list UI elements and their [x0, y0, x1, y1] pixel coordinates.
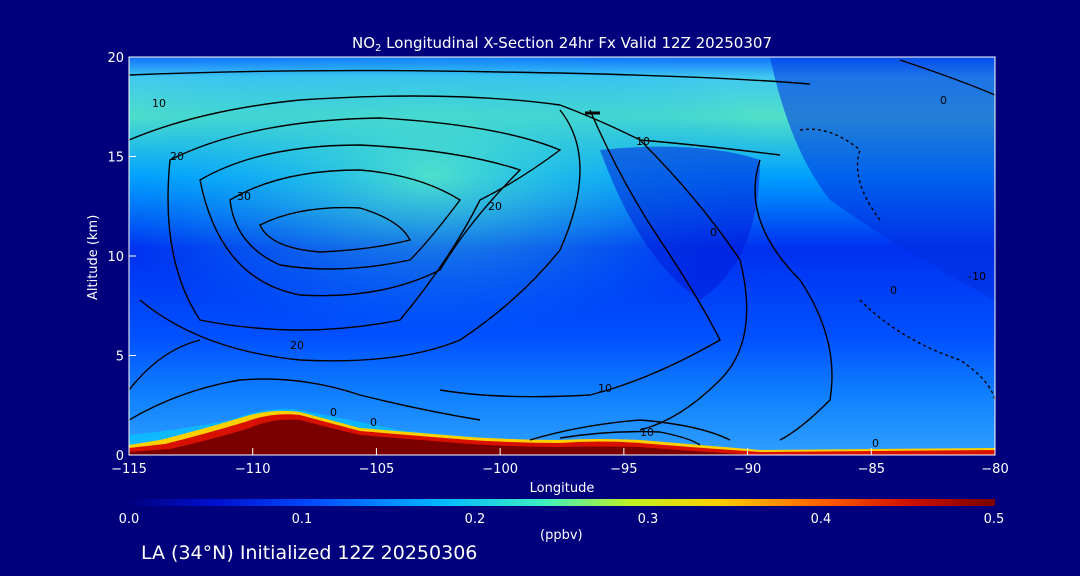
contour-label: 20	[170, 150, 184, 163]
x-tick-label: −85	[858, 462, 885, 477]
concentration-field	[129, 57, 995, 455]
contour-label: 10	[152, 97, 166, 110]
contour-label: 0	[940, 94, 947, 107]
chart-title: NO2 Longitudinal X-Section 24hr Fx Valid…	[352, 34, 772, 54]
colorbar-units: (ppbv)	[540, 528, 583, 543]
x-tick-label: −90	[734, 462, 761, 477]
colorbar-tick-label: 0.0	[118, 512, 140, 527]
contour-label: -10	[968, 270, 986, 283]
y-tick-label: 15	[107, 151, 124, 166]
contour-label: 0	[890, 284, 897, 297]
colorbar-tick-label: 0.4	[810, 512, 832, 527]
y-tick-label: 5	[116, 350, 124, 365]
y-tick-label: 20	[107, 51, 124, 66]
contour-label: 0	[330, 406, 337, 419]
colorbar-tick-label: 0.2	[464, 512, 486, 527]
contour-label: 0	[872, 437, 879, 450]
initialization-footer: LA (34°N) Initialized 12Z 20250306	[141, 542, 478, 564]
x-tick-label: −110	[235, 462, 271, 477]
y-axis-label: Altitude (km)	[86, 214, 101, 300]
contour-lines	[129, 59, 995, 446]
contour-label: 20	[488, 200, 502, 213]
x-tick-label: −105	[359, 462, 395, 477]
contour-label-group: 10 20 30 20 10 0 0 10 10 0 0 -10 20 0 0	[152, 94, 986, 450]
contour-label: 10	[598, 382, 612, 395]
y-tick-label: 0	[116, 449, 124, 464]
contour-label: 10	[640, 426, 654, 439]
x-tick-label: −80	[981, 462, 1008, 477]
x-tick-label: −100	[482, 462, 518, 477]
colorbar-tick-label: 0.1	[291, 512, 313, 527]
colorbar-tick-label: 0.5	[983, 512, 1005, 527]
x-tick-label: −95	[610, 462, 637, 477]
y-tick-label: 10	[107, 250, 124, 265]
x-axis-label: Longitude	[529, 481, 595, 496]
contour-label: 0	[710, 226, 717, 239]
contour-label: 0	[370, 416, 377, 429]
contour-label: 30	[237, 190, 251, 203]
contour-label: 10	[636, 135, 650, 148]
x-axis-ticks: −115 −110 −105 −100 −95 −90 −85 −80	[111, 448, 1009, 477]
y-axis-ticks: 0 5 10 15 20	[107, 51, 136, 464]
colorbar	[129, 499, 995, 506]
colorbar-tick-label: 0.3	[637, 512, 659, 527]
contour-label: 20	[290, 339, 304, 352]
x-tick-label: −115	[111, 462, 147, 477]
